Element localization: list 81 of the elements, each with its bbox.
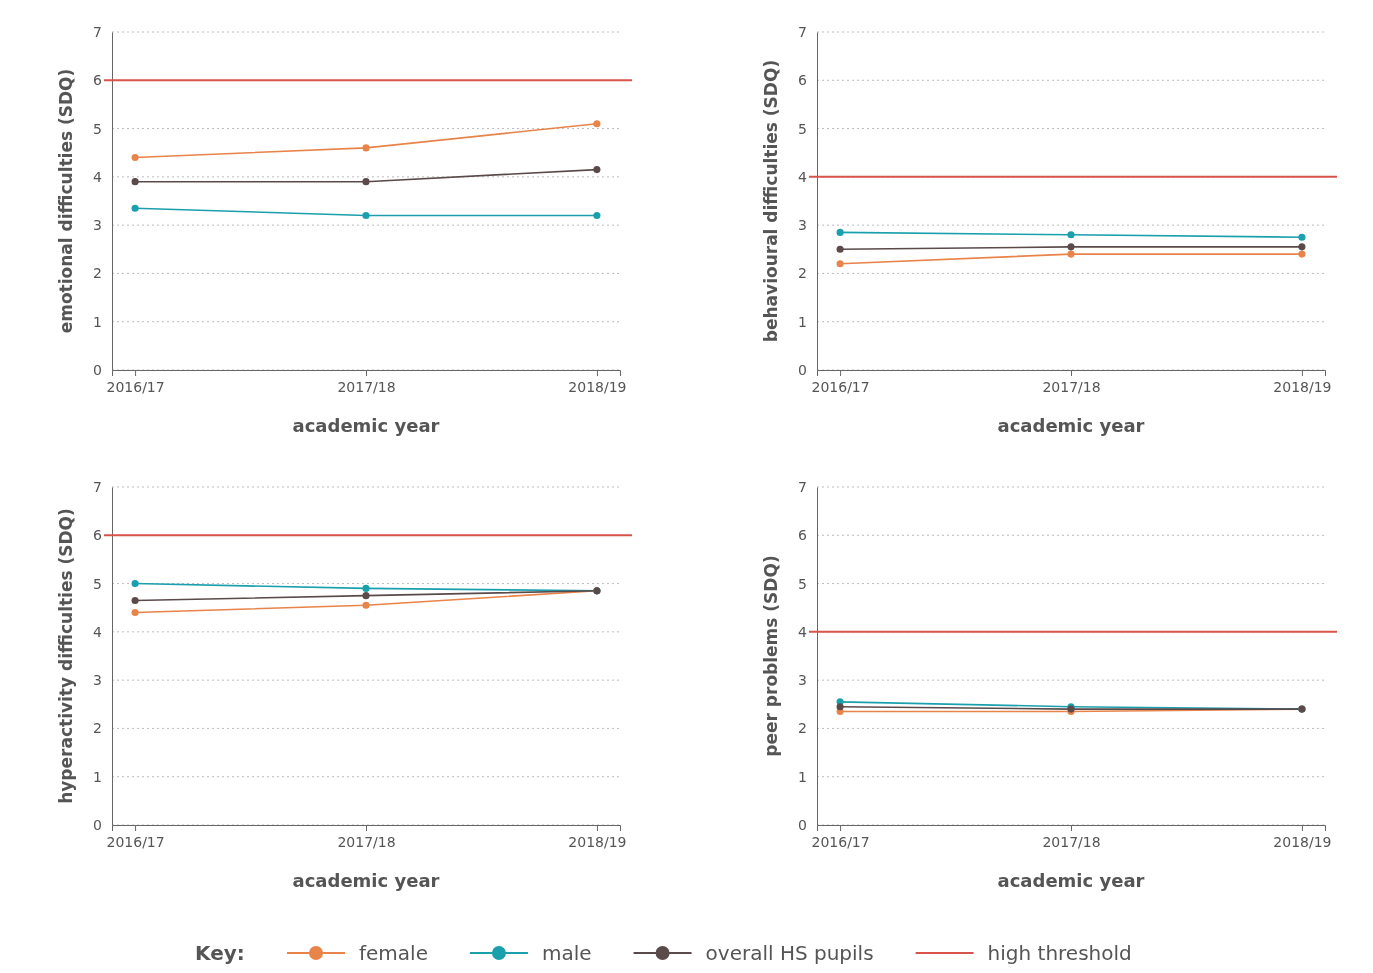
point <box>362 592 370 600</box>
y-tick-label: 0 <box>93 361 102 378</box>
y-tick-label: 0 <box>798 361 807 378</box>
y-axis-title: peer problems (SDQ) <box>761 555 781 757</box>
point <box>131 204 139 212</box>
y-tick-label: 3 <box>93 672 102 689</box>
x-tick-label: 2017/18 <box>1042 378 1101 395</box>
y-tick-label: 4 <box>93 168 103 185</box>
legend-label: overall HS pupils <box>705 941 874 965</box>
point <box>836 228 844 236</box>
point <box>1067 250 1075 258</box>
point <box>362 584 370 592</box>
y-tick-label: 6 <box>798 527 808 544</box>
y-tick-label: 6 <box>93 72 103 89</box>
point <box>131 580 139 588</box>
y-tick-label: 2 <box>798 265 807 282</box>
x-tick-label: 2017/18 <box>337 833 396 850</box>
point <box>1298 250 1306 258</box>
legend-label: male <box>541 941 592 965</box>
legend-label: high threshold <box>987 941 1132 965</box>
point <box>131 153 139 162</box>
y-tick-label: 5 <box>798 575 807 592</box>
y-tick-label: 0 <box>93 816 102 833</box>
x-tick-label: 2017/18 <box>337 378 396 395</box>
point <box>362 601 370 609</box>
y-tick-label: 1 <box>93 768 102 785</box>
y-tick-label: 0 <box>798 816 807 833</box>
point <box>1067 231 1075 239</box>
point <box>362 144 370 152</box>
y-tick-label: 5 <box>798 120 807 137</box>
y-tick-label: 7 <box>93 23 102 40</box>
y-tick-label: 2 <box>798 720 807 737</box>
y-axis-title: emotional difficulties (SDQ) <box>56 68 76 334</box>
y-tick-label: 4 <box>798 623 808 640</box>
x-axis-title: academic year <box>997 870 1145 891</box>
y-tick-label: 3 <box>798 672 807 689</box>
y-tick-label: 7 <box>93 478 102 495</box>
point <box>1298 233 1306 241</box>
y-tick-label: 1 <box>798 768 807 785</box>
y-tick-label: 5 <box>93 575 102 592</box>
x-tick-label: 2018/19 <box>568 378 627 395</box>
y-tick-label: 6 <box>798 72 808 89</box>
x-axis-title: academic year <box>292 415 440 436</box>
x-tick-label: 2017/18 <box>1042 833 1101 850</box>
y-tick-label: 6 <box>93 527 103 544</box>
y-tick-label: 4 <box>93 623 103 640</box>
x-axis-title: academic year <box>997 415 1145 436</box>
y-tick-label: 1 <box>798 313 807 330</box>
point <box>836 260 844 268</box>
y-axis-title: behavioural difficulties (SDQ) <box>761 59 781 343</box>
x-tick-label: 2016/17 <box>106 378 165 395</box>
point <box>131 596 139 605</box>
x-axis-title: academic year <box>292 870 440 891</box>
x-tick-label: 2016/17 <box>106 833 165 850</box>
point <box>362 178 370 186</box>
y-tick-label: 1 <box>93 313 102 330</box>
y-tick-label: 3 <box>93 217 102 234</box>
point <box>1067 243 1075 251</box>
y-tick-label: 2 <box>93 265 102 282</box>
point <box>593 166 601 174</box>
y-tick-label: 2 <box>93 720 102 737</box>
y-axis-title: hyperactivity difficulties (SDQ) <box>56 508 76 804</box>
point <box>836 245 844 253</box>
point <box>362 211 370 220</box>
y-tick-label: 7 <box>798 478 807 495</box>
y-tick-label: 4 <box>798 168 808 185</box>
x-tick-label: 2016/17 <box>811 378 870 395</box>
legend-label: female <box>359 941 428 965</box>
point <box>593 120 601 128</box>
y-tick-label: 7 <box>798 23 807 40</box>
y-tick-label: 5 <box>93 120 102 137</box>
point <box>1298 243 1306 251</box>
point <box>593 211 601 220</box>
x-tick-label: 2016/17 <box>811 833 870 850</box>
point <box>131 178 139 186</box>
y-tick-label: 3 <box>798 217 807 234</box>
x-tick-label: 2018/19 <box>1273 378 1332 395</box>
legend-title: Key: <box>195 941 245 965</box>
point <box>131 608 139 617</box>
x-tick-label: 2018/19 <box>1273 833 1332 850</box>
x-tick-label: 2018/19 <box>568 833 627 850</box>
